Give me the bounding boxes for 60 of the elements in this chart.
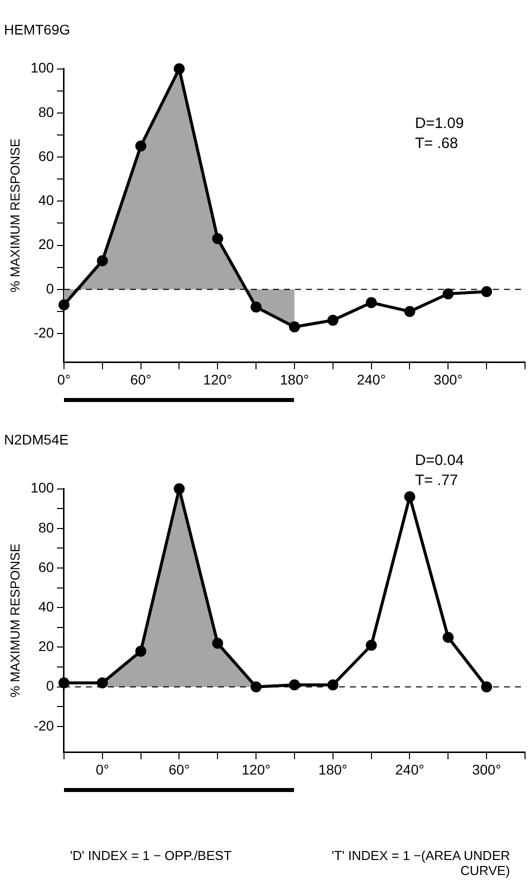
text: 'T' INDEX = 1 −(AREA UNDER CURVE) (330, 848, 510, 878)
y-tick-label: 20 (38, 236, 54, 252)
y-tick-label: 100 (30, 60, 54, 76)
x-tick-label: 0° (57, 371, 71, 388)
point (58, 677, 70, 688)
point (442, 632, 454, 643)
x-tick-label: 240° (395, 761, 424, 778)
point (481, 286, 492, 298)
point (135, 140, 146, 152)
x-tick-label: 0° (96, 761, 110, 778)
annotation: T= .68 (415, 134, 458, 152)
point (174, 483, 185, 494)
y-axis-title: % MAXIMUM RESPONSE (7, 138, 22, 292)
chart-title: HEMT69G (4, 21, 70, 38)
y-tick-label: 0 (46, 678, 54, 694)
x-tick-label: 60° (130, 371, 152, 388)
x-tick-label: 300° (434, 371, 463, 388)
point (250, 681, 262, 692)
point (288, 679, 300, 690)
text: 'D' INDEX = 1 − OPP./BEST (70, 848, 232, 863)
point (58, 299, 70, 310)
y-tick-label: 80 (38, 104, 54, 120)
point (250, 302, 262, 313)
y-tick-label: 60 (38, 148, 54, 164)
point (212, 233, 224, 244)
x-tick-label: 120° (203, 371, 232, 388)
point (404, 306, 416, 317)
point (481, 681, 492, 692)
x-tick-label: 60° (168, 761, 190, 778)
y-tick-label: 80 (38, 519, 54, 536)
point (327, 314, 338, 326)
x-tick-label: 120° (242, 761, 271, 778)
x-tick-label: 180° (318, 761, 348, 778)
point (442, 288, 454, 300)
annotation: T= .77 (415, 472, 458, 489)
point (327, 679, 338, 690)
annotation: D=1.09 (415, 114, 464, 132)
y-tick-label: -20 (34, 717, 54, 734)
y-tick-label: 100 (30, 480, 54, 496)
point (212, 638, 224, 649)
text: D=0.04 (415, 452, 464, 469)
point (174, 63, 185, 74)
point (366, 640, 377, 651)
point (404, 491, 416, 502)
y-tick-label: 60 (38, 558, 54, 575)
x-tick-label: 180° (280, 371, 309, 388)
y-tick-label: -20 (34, 324, 54, 340)
y-tick-label: 40 (38, 598, 54, 614)
point (288, 321, 300, 332)
y-tick-label: 20 (38, 638, 54, 654)
x-tick-label: 240° (356, 371, 386, 388)
y-axis-title: % MAXIMUM RESPONSE (7, 543, 22, 698)
point (366, 297, 377, 308)
point (135, 646, 146, 657)
y-tick-label: 0 (46, 280, 54, 296)
y-tick-label: 40 (38, 192, 54, 208)
chart-title: N2DM54E (4, 431, 69, 448)
x-tick-label: 300° (472, 761, 502, 778)
point (96, 677, 108, 688)
point (96, 255, 108, 266)
